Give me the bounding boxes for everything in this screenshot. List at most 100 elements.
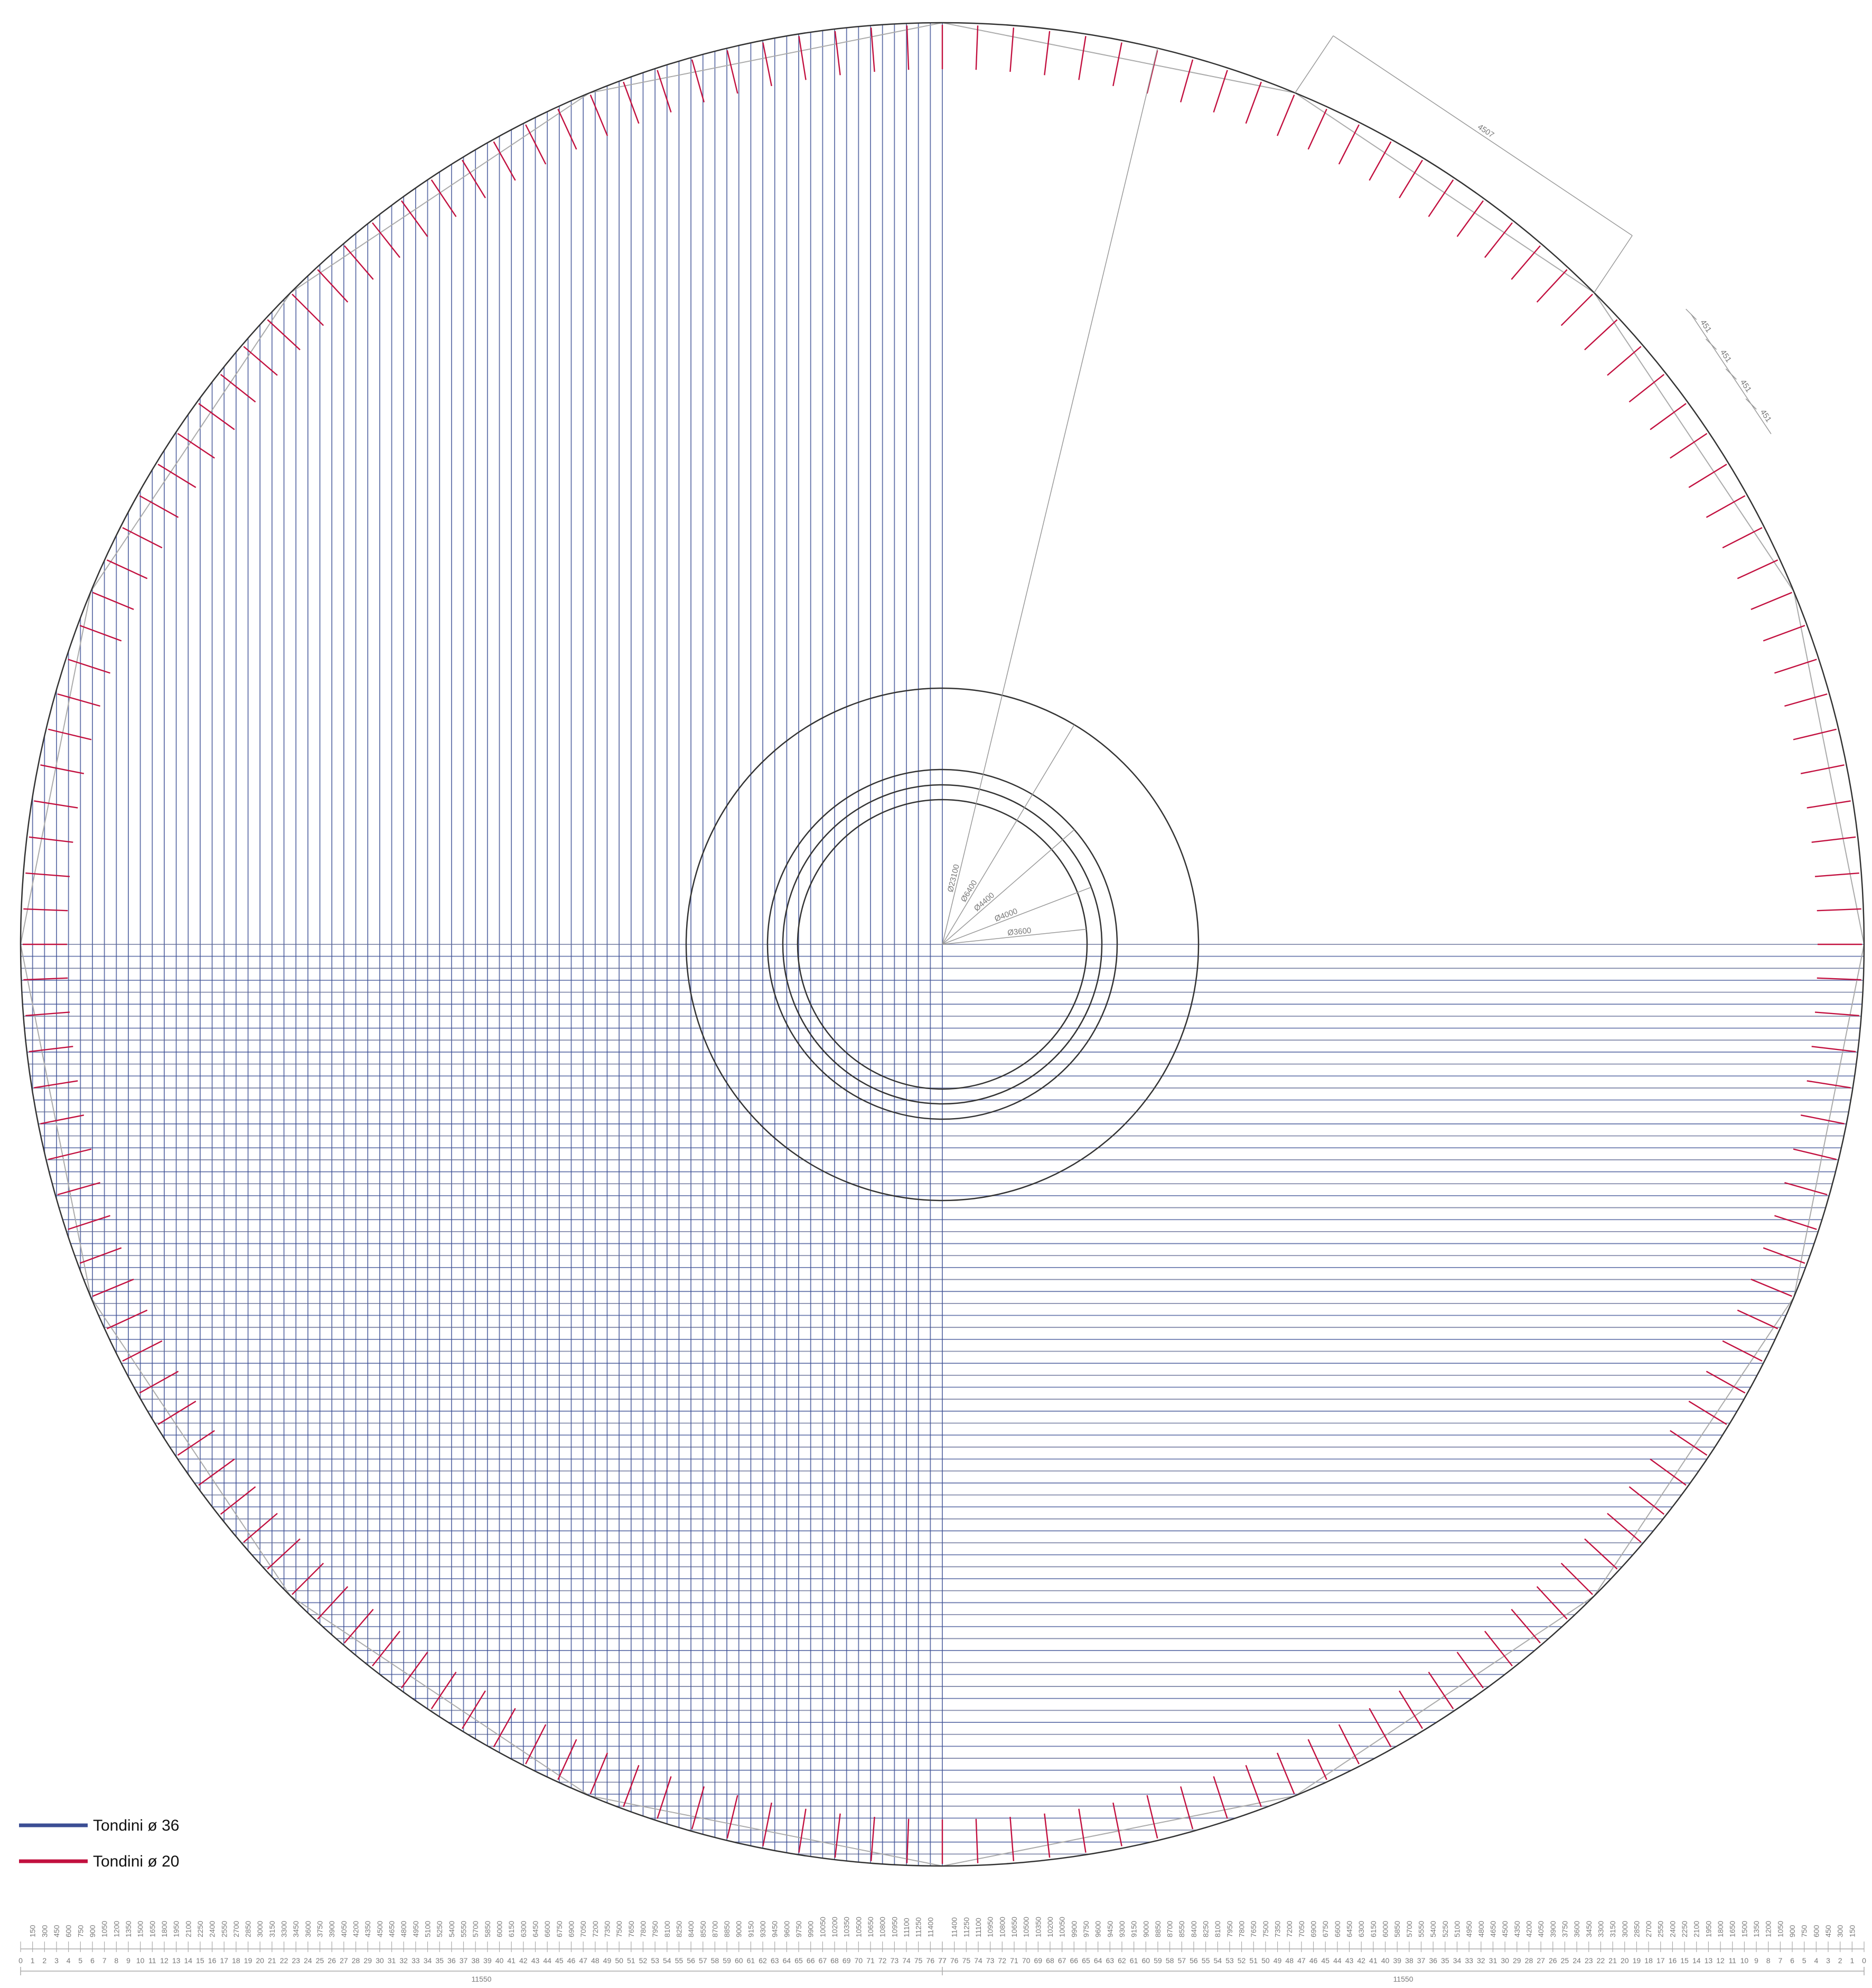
rebar-radial <box>1689 464 1727 487</box>
ruler-index: 64 <box>783 1956 791 1965</box>
ruler-index: 70 <box>1022 1956 1031 1965</box>
ruler-cumulative: 9750 <box>1082 1921 1090 1937</box>
ruler-cumulative: 2550 <box>1656 1921 1665 1937</box>
ruler-index: 1 <box>1850 1956 1854 1965</box>
ruler-index: 57 <box>699 1956 707 1965</box>
ruler-cumulative: 1650 <box>148 1921 156 1937</box>
ruler-index: 20 <box>256 1956 264 1965</box>
ruler-cumulative: 2100 <box>184 1921 192 1937</box>
ruler-cumulative: 6300 <box>519 1921 528 1937</box>
ruler-index: 74 <box>974 1956 982 1965</box>
ruler-index: 54 <box>663 1956 671 1965</box>
dimension-line <box>1333 36 1632 236</box>
ruler-index: 19 <box>244 1956 252 1965</box>
rebar-radial <box>462 160 485 198</box>
ruler-cumulative: 7800 <box>639 1921 647 1937</box>
ruler-index: 68 <box>830 1956 839 1965</box>
ruler-index: 55 <box>675 1956 684 1965</box>
rebar-radial <box>1561 294 1593 325</box>
rebar-radial <box>80 625 121 641</box>
ruler-index: 34 <box>1453 1956 1462 1965</box>
ruler-cumulative: 10350 <box>1034 1917 1042 1937</box>
ruler-cumulative: 4950 <box>411 1921 420 1937</box>
ruler-index: 56 <box>1190 1956 1198 1965</box>
rebar-radial <box>1706 1371 1745 1393</box>
extension-line <box>1594 236 1632 293</box>
ruler-cumulative: 4350 <box>363 1921 372 1937</box>
rebar-radial <box>107 1310 147 1329</box>
ruler-index: 69 <box>1034 1956 1043 1965</box>
rebar-radial <box>23 909 68 911</box>
ruler-index: 31 <box>388 1956 396 1965</box>
rebar-radial <box>177 1431 214 1456</box>
ruler-index: 48 <box>591 1956 600 1965</box>
rebar-radial <box>1737 560 1777 578</box>
rebar-radial <box>1817 978 1861 980</box>
rebar-radial <box>432 1672 456 1709</box>
ruler-cumulative: 3000 <box>1621 1921 1629 1937</box>
diameter-label: Ø4000 <box>994 907 1019 924</box>
ruler-cumulative: 450 <box>1824 1925 1832 1937</box>
rebar-radial <box>23 978 68 980</box>
rebar-radial <box>1113 42 1121 86</box>
ruler-cumulative: 9450 <box>771 1921 779 1937</box>
ruler-cumulative: 5700 <box>1405 1921 1414 1937</box>
rebar-radial <box>462 1691 485 1729</box>
rebar-radial <box>591 95 607 136</box>
ruler-cumulative: 3750 <box>316 1921 324 1937</box>
ruler-index: 40 <box>1381 1956 1390 1965</box>
ruler-index: 21 <box>268 1956 276 1965</box>
spacing-label: 451 <box>1738 378 1753 394</box>
rebar-radial <box>1147 50 1158 93</box>
ruler-index: 2 <box>1838 1956 1842 1965</box>
ruler-index: 29 <box>363 1956 372 1965</box>
ruler-cumulative: 8850 <box>723 1921 731 1937</box>
ruler-cumulative: 3150 <box>1608 1921 1617 1937</box>
ruler-index: 58 <box>1166 1956 1174 1965</box>
ruler-index: 68 <box>1046 1956 1054 1965</box>
rebar-radial <box>1629 1487 1664 1514</box>
rebar-radial <box>34 1081 78 1087</box>
rebar-radial <box>1585 320 1617 350</box>
ruler-cumulative: 2850 <box>244 1921 252 1937</box>
rebar-radial <box>401 1652 427 1688</box>
rebar-radial <box>1147 1795 1158 1839</box>
ruler-index: 52 <box>1238 1956 1246 1965</box>
rebar-radial <box>317 269 348 302</box>
rebar-radial <box>871 27 875 72</box>
ruler-index: 18 <box>1644 1956 1653 1965</box>
rebar-radial <box>1399 160 1422 198</box>
ruler-index: 22 <box>1597 1956 1605 1965</box>
ruler-cumulative: 8400 <box>1190 1921 1198 1937</box>
ruler-index: 69 <box>843 1956 851 1965</box>
ruler-cumulative: 3600 <box>1573 1921 1581 1937</box>
ruler-index: 9 <box>1754 1956 1758 1965</box>
ruler-cumulative: 7350 <box>603 1921 611 1937</box>
rebar-radial <box>1277 1753 1294 1794</box>
ruler-index: 21 <box>1608 1956 1617 1965</box>
ruler-index: 50 <box>615 1956 623 1965</box>
ruler-cumulative: 3300 <box>280 1921 288 1937</box>
ruler-cumulative: 5250 <box>435 1921 444 1937</box>
ruler-cumulative: 6600 <box>543 1921 551 1937</box>
rebar-radial <box>177 434 214 458</box>
ruler-index: 59 <box>1154 1956 1162 1965</box>
ruler-index: 22 <box>280 1956 288 1965</box>
ruler-index: 44 <box>543 1956 551 1965</box>
ruler-cumulative: 150 <box>1848 1925 1856 1937</box>
ruler-index: 28 <box>1525 1956 1533 1965</box>
ruler-cumulative: 9600 <box>782 1921 791 1937</box>
ruler-cumulative: 4650 <box>388 1921 396 1937</box>
ruler-index: 46 <box>567 1956 576 1965</box>
ruler-index: 11 <box>148 1956 156 1965</box>
ruler-index: 71 <box>1010 1956 1018 1965</box>
ruler-cumulative: 10800 <box>878 1917 887 1937</box>
ruler-index: 29 <box>1513 1956 1521 1965</box>
ruler-index: 26 <box>327 1956 336 1965</box>
ruler-cumulative: 5850 <box>483 1921 492 1937</box>
ruler-cumulative: 750 <box>76 1925 85 1937</box>
ruler-index: 41 <box>1369 1956 1378 1965</box>
ruler-cumulative: 10050 <box>818 1917 827 1937</box>
ruler-index: 39 <box>483 1956 492 1965</box>
ruler-cumulative: 11400 <box>950 1917 959 1937</box>
